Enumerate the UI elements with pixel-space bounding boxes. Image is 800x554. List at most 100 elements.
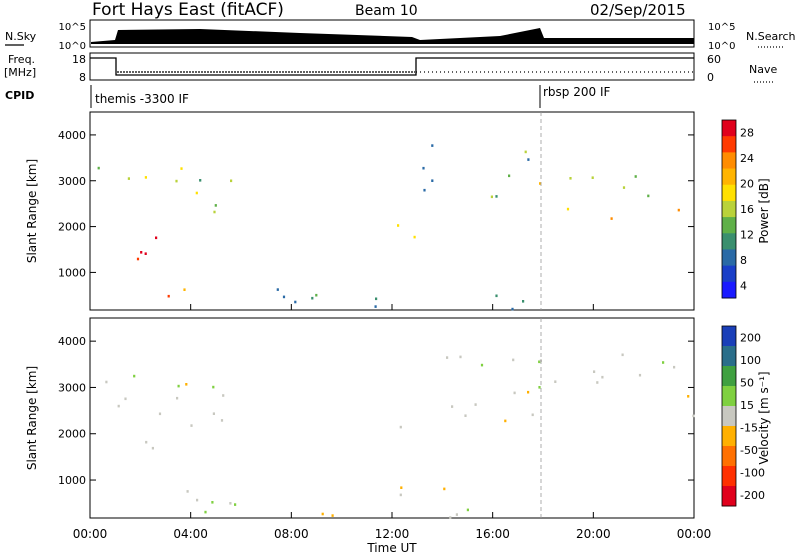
data-cell <box>490 195 493 199</box>
colorbar-tick-label: 50 <box>740 376 754 389</box>
x-tick-label: 00:00 <box>73 527 108 541</box>
data-cell <box>677 208 680 212</box>
colorbar-segment <box>722 120 736 137</box>
data-cell <box>212 412 215 415</box>
data-cell <box>621 353 624 357</box>
data-cell <box>311 296 314 300</box>
data-cell <box>144 176 147 179</box>
data-cell <box>692 414 695 418</box>
x-tick-label: 20:00 <box>576 527 611 541</box>
x-tick-label: 12:00 <box>375 527 410 541</box>
data-cell <box>183 288 186 291</box>
colorbar-segment <box>722 200 736 218</box>
data-cell <box>591 176 594 179</box>
colorbar-segment <box>722 136 736 153</box>
data-cell <box>593 370 596 373</box>
data-cell <box>413 235 416 239</box>
colorbar-tick-label: -100 <box>740 466 765 479</box>
data-cell <box>634 175 637 178</box>
data-cell <box>596 381 599 384</box>
freq-tick-bottom: 8 <box>79 71 86 84</box>
colorbar-tick-label: 15 <box>740 399 754 412</box>
freq-tick-top: 18 <box>72 53 86 66</box>
data-cell <box>234 503 237 506</box>
data-cell <box>136 257 140 261</box>
y-tick-label: 1000 <box>58 266 86 279</box>
data-cell <box>638 373 642 377</box>
velocity-frame <box>89 317 695 519</box>
nave-tick-top: 60 <box>707 53 721 66</box>
data-cell <box>176 396 179 400</box>
data-cell <box>180 167 183 170</box>
data-cell <box>315 293 318 297</box>
colorbar-tick-label: -50 <box>740 444 758 457</box>
data-cell <box>431 144 434 147</box>
data-cell <box>400 486 403 489</box>
data-cell <box>133 374 136 378</box>
colorbar-tick-label: 12 <box>740 228 754 241</box>
data-cell <box>451 405 454 408</box>
data-cell <box>495 195 498 198</box>
data-cell <box>222 394 225 397</box>
colorbar-tick-label: 24 <box>740 152 754 165</box>
velocity-colorbar: 200 100 50 15 -15 -50 -100 -200 <box>721 325 765 507</box>
data-cell <box>105 380 108 384</box>
data-cell <box>511 307 514 311</box>
data-cell <box>397 224 400 227</box>
y-tick-label: 2000 <box>58 428 86 441</box>
freq-trace <box>90 57 694 76</box>
nsky-trace <box>91 28 694 44</box>
colorbar-segment <box>722 249 736 267</box>
data-cell <box>554 380 557 383</box>
freq-panel: Freq. [MHz] 18 8 60 0 Nave <box>4 52 777 84</box>
colorbar-segment <box>722 168 736 186</box>
nsky-frame <box>89 19 695 48</box>
colorbar-tick-label: 100 <box>740 354 761 367</box>
data-cell <box>211 501 214 504</box>
colorbar-segment <box>722 366 736 387</box>
data-cell <box>158 412 162 416</box>
data-cell <box>321 512 324 516</box>
data-cell <box>190 424 193 427</box>
nave-label: Nave <box>749 63 777 76</box>
data-cell <box>117 404 120 408</box>
nsearch-tick-top: 10^5 <box>708 22 735 33</box>
beam-label: Beam 10 <box>355 3 418 19</box>
data-cell <box>145 440 148 444</box>
colorbar-tick-label: 8 <box>740 254 747 267</box>
power-colorbar-label: Power [dB] <box>757 178 771 243</box>
data-cell <box>527 158 530 161</box>
y-tick-label: 3000 <box>58 381 86 394</box>
data-cell <box>610 217 613 220</box>
colorbar-segment <box>722 326 736 347</box>
colorbar-segment <box>722 466 736 487</box>
data-cell <box>601 375 604 379</box>
y-tick-label: 1000 <box>58 474 86 487</box>
nsky-tick-top: 10^5 <box>59 22 86 33</box>
velocity-y-axis: 4000 3000 2000 1000 <box>58 335 694 487</box>
colorbar-tick-label: -200 <box>740 489 765 502</box>
velocity-ylabel: Slant Range [km] <box>25 366 39 470</box>
power-y-axis: 4000 3000 2000 1000 <box>58 129 694 279</box>
nsearch-label: N.Search <box>746 30 796 43</box>
colorbar-tick-label: 4 <box>740 279 747 292</box>
data-cell <box>220 419 224 422</box>
data-cell <box>140 251 143 254</box>
data-cell <box>375 297 378 301</box>
colorbar-segment <box>722 281 736 299</box>
data-cell <box>431 179 434 182</box>
data-cell <box>446 356 449 359</box>
velocity-colorbar-label: Velocity [m s⁻¹] <box>757 371 771 464</box>
data-cell <box>455 513 458 516</box>
nsky-label: N.Sky <box>5 30 37 43</box>
x-tick-label: 04:00 <box>173 527 208 541</box>
data-cell <box>495 294 498 298</box>
power-ylabel: Slant Range [km] <box>25 159 39 263</box>
data-cell <box>508 174 511 178</box>
power-frame <box>89 111 695 311</box>
data-cell <box>474 403 477 406</box>
y-tick-label: 4000 <box>58 335 86 348</box>
data-cell <box>230 179 233 183</box>
data-cell <box>127 177 130 180</box>
data-cell <box>480 363 484 367</box>
